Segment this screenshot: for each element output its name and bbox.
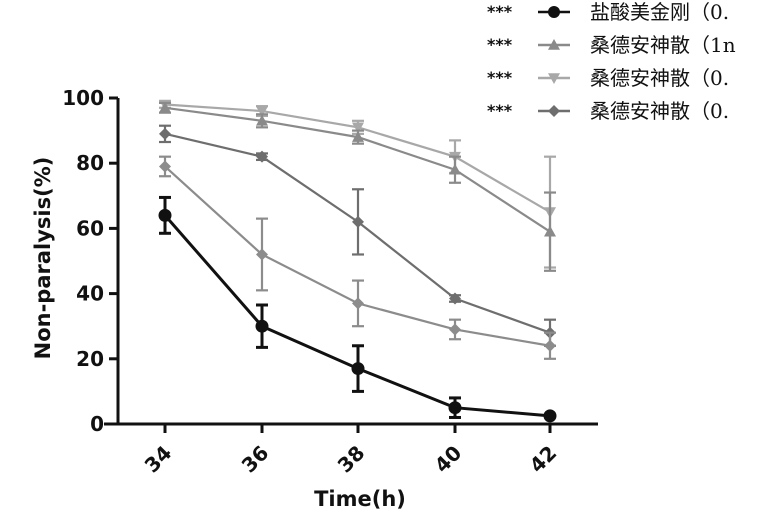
data-point xyxy=(352,131,364,142)
legend-significance: *** xyxy=(487,2,513,21)
x-tick-label: 40 xyxy=(430,441,467,478)
legend-significance: *** xyxy=(487,101,513,120)
axes: 0 20 40 60 80 100 34 36 38 40 42 xyxy=(62,86,598,477)
data-point xyxy=(544,225,556,237)
legend-label: 桑德安神散（1n xyxy=(590,33,736,57)
y-tick-label: 20 xyxy=(76,347,104,371)
legend-marker xyxy=(548,6,560,18)
series-layer xyxy=(158,99,557,423)
data-point xyxy=(352,122,364,134)
x-tick-label: 38 xyxy=(333,441,370,478)
legend: *** 盐酸美金刚（0. *** 桑德安神散（1n *** 桑德安神散（0. *** 桑德安神… xyxy=(487,0,736,123)
data-point xyxy=(158,208,172,222)
series-1 xyxy=(159,101,556,272)
data-point xyxy=(256,106,268,118)
data-point xyxy=(255,319,269,333)
legend-marker xyxy=(548,105,560,117)
legend-significance: *** xyxy=(487,68,513,87)
data-point xyxy=(352,297,364,310)
data-point xyxy=(544,339,556,352)
data-point xyxy=(448,401,462,415)
data-point xyxy=(543,409,557,423)
data-point xyxy=(449,323,461,336)
data-point xyxy=(449,163,461,175)
data-point xyxy=(159,101,171,113)
legend-item-2: *** 桑德安神散（0. xyxy=(487,66,729,90)
legend-label: 桑德安神散（0. xyxy=(590,99,729,123)
data-point xyxy=(159,127,171,140)
series-0 xyxy=(158,195,557,423)
x-tick-label: 34 xyxy=(140,441,177,478)
legend-item-1: *** 桑德安神散（1n xyxy=(487,33,736,57)
data-point xyxy=(159,160,171,173)
x-axis-title: Time(h) xyxy=(314,487,406,511)
y-tick-label: 80 xyxy=(76,151,104,175)
legend-item-0: *** 盐酸美金刚（0. xyxy=(487,0,729,24)
legend-label: 桑德安神散（0. xyxy=(590,66,729,90)
legend-significance: *** xyxy=(487,35,513,54)
x-tick-label: 42 xyxy=(525,441,562,478)
y-tick-label: 100 xyxy=(62,86,104,110)
legend-marker xyxy=(548,73,560,84)
legend-marker xyxy=(548,39,560,50)
data-point xyxy=(449,292,461,305)
data-point xyxy=(256,248,268,261)
legend-item-3: *** 桑德安神散（0. xyxy=(487,99,729,123)
series-4 xyxy=(159,155,556,360)
x-tick-label: 36 xyxy=(237,441,274,478)
y-axis-title: Non-paralysis(%) xyxy=(31,157,55,360)
y-tick-label: 60 xyxy=(76,216,104,240)
y-tick-label: 40 xyxy=(76,282,104,306)
legend-label: 盐酸美金刚（0. xyxy=(590,0,729,24)
data-point xyxy=(351,362,365,376)
data-point xyxy=(256,114,268,126)
y-tick-label: 0 xyxy=(90,412,104,436)
data-point xyxy=(352,215,364,228)
data-point xyxy=(256,150,268,163)
